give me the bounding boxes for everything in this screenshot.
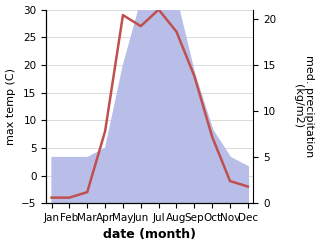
Y-axis label: med. precipitation
(kg/m2): med. precipitation (kg/m2) xyxy=(293,55,315,158)
X-axis label: date (month): date (month) xyxy=(103,228,196,242)
Y-axis label: max temp (C): max temp (C) xyxy=(5,68,16,145)
